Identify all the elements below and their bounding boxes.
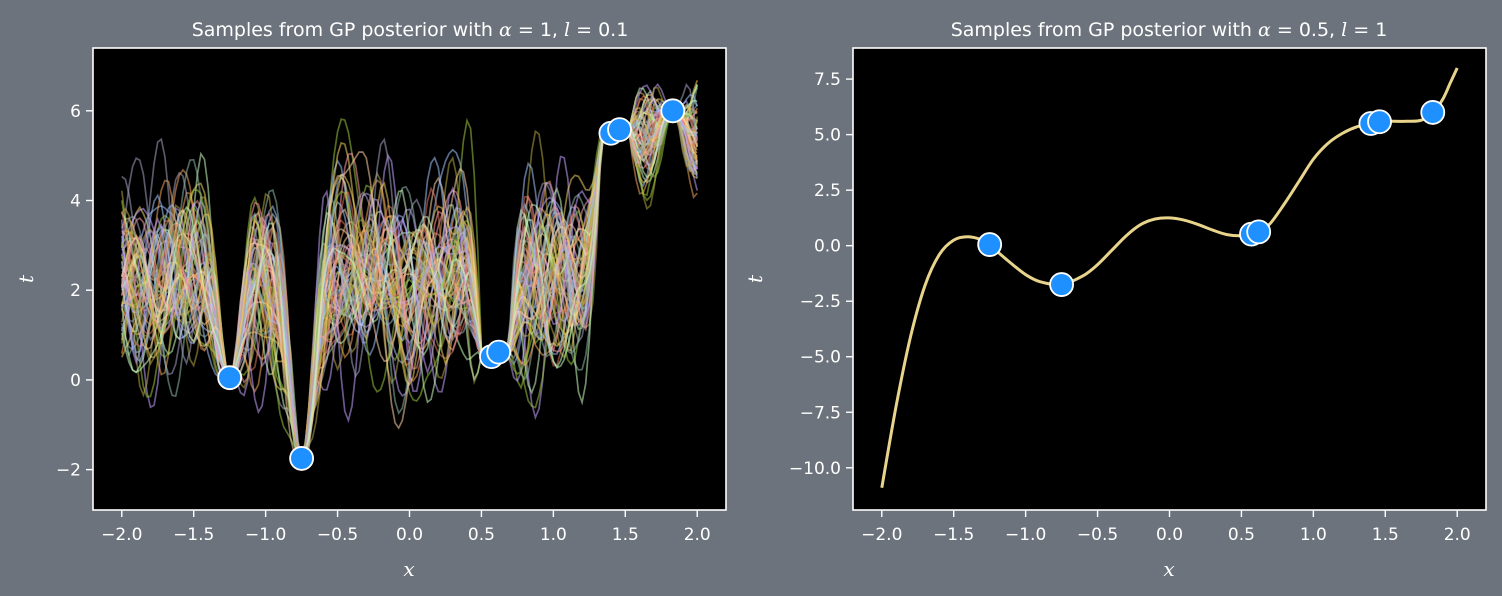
x-tick-label: 0.5 [468, 525, 495, 545]
x-tick-label: 0.5 [1228, 525, 1255, 545]
subplot-right-title: Samples from GP posterior with α = 0.5, … [951, 19, 1388, 41]
observation-point [289, 446, 315, 471]
observation-point [486, 339, 512, 365]
x-tick-label: 1.5 [1372, 525, 1399, 545]
x-tick-label: −1.5 [173, 525, 214, 545]
x-tick-label: 0.0 [396, 525, 423, 545]
subplot-left-title: Samples from GP posterior with α = 1, l … [192, 19, 629, 41]
x-tick-label: 0.0 [1156, 525, 1183, 545]
subplot-right-xlabel: x [1163, 557, 1174, 581]
y-tick-label: 4 [70, 192, 81, 212]
subplot-left-y-axis: −2 0 2 4 6 [56, 102, 93, 481]
x-tick-label: −1.0 [1005, 525, 1046, 545]
y-tick-label: −2 [56, 461, 81, 481]
x-tick-label: −0.5 [317, 525, 358, 545]
x-tick-label: −2.0 [861, 525, 902, 545]
subplot-left-samples [120, 80, 699, 463]
subplot-right-ylabel: t [743, 274, 767, 283]
observation-point [977, 232, 1003, 257]
y-tick-label: 2.5 [814, 181, 841, 201]
x-tick-label: 2.0 [1444, 525, 1471, 545]
subplot-left-x-axis: −2.0 −1.5 −1.0 −0.5 0.0 0.5 1.0 1.5 2.0 [101, 510, 711, 545]
observation-point [660, 98, 686, 124]
subplot-left: Samples from GP posterior with α = 1, l … [14, 19, 727, 581]
subplot-right-observations [977, 100, 1446, 297]
x-tick-label: 1.0 [1300, 525, 1327, 545]
y-tick-label: 7.5 [814, 70, 841, 90]
y-tick-label: −5.0 [800, 348, 841, 368]
x-tick-label: 1.5 [612, 525, 639, 545]
observation-point [1246, 219, 1272, 245]
x-tick-label: −2.0 [101, 525, 142, 545]
sample-line [120, 99, 698, 460]
x-tick-label: −1.0 [245, 525, 286, 545]
subplot-left-xlabel: x [403, 557, 414, 581]
observation-point [217, 365, 243, 391]
observation-point [607, 117, 632, 143]
y-tick-label: 0 [70, 371, 81, 391]
y-tick-label: −10.0 [789, 459, 841, 479]
observation-point [1367, 109, 1392, 135]
x-tick-label: −0.5 [1077, 525, 1118, 545]
subplot-left-ylabel: t [14, 274, 38, 283]
y-tick-label: 2 [70, 281, 81, 301]
y-tick-label: 0.0 [814, 237, 841, 257]
subplot-right: Samples from GP posterior with α = 0.5, … [743, 19, 1487, 581]
subplot-left-observations [217, 98, 686, 471]
y-tick-label: −7.5 [800, 403, 841, 423]
x-tick-label: 2.0 [684, 525, 711, 545]
observation-point [1420, 100, 1446, 125]
subplot-right-y-axis: −10.0 −7.5 −5.0 −2.5 0.0 2.5 5.0 7.5 [789, 70, 853, 479]
x-tick-label: −1.5 [933, 525, 974, 545]
subplot-right-x-axis: −2.0 −1.5 −1.0 −0.5 0.0 0.5 1.0 1.5 2.0 [861, 510, 1471, 545]
y-tick-label: −2.5 [800, 292, 841, 312]
y-tick-label: 5.0 [814, 126, 841, 146]
observation-point [1049, 272, 1075, 297]
y-tick-label: 6 [70, 102, 81, 122]
x-tick-label: 1.0 [540, 525, 567, 545]
